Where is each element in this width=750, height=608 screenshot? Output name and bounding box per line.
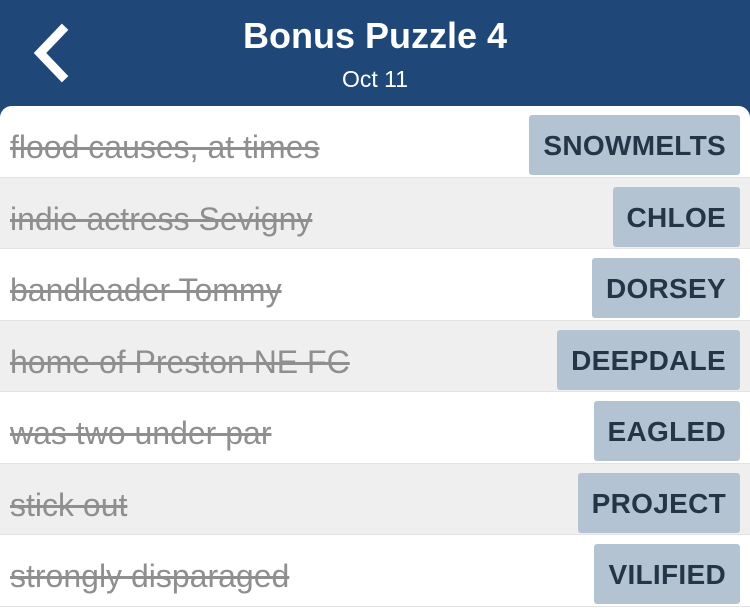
clue-row: indie actress Sevigny CHLOE (0, 177, 750, 249)
back-button[interactable] (22, 18, 82, 88)
answer-button[interactable]: DEEPDALE (557, 329, 740, 390)
answer-button[interactable]: CHLOE (612, 186, 740, 247)
clue-text: bandleader Tommy (10, 272, 282, 308)
clue-text: stick out (10, 486, 128, 523)
clue-row: home of Preston NE FC DEEPDALE (0, 320, 750, 392)
clue-text: indie actress Sevigny (10, 200, 313, 237)
page-title: Bonus Puzzle 4 (242, 15, 508, 56)
clue-row: stick out PROJECT (0, 463, 750, 535)
clue-row: strongly disparaged VILIFIED (0, 535, 750, 607)
answer-button[interactable]: PROJECT (577, 472, 740, 533)
clue-row: flood causes, at times SNOWMELTS (0, 106, 750, 178)
answer-button[interactable]: DORSEY (591, 258, 740, 318)
answer-button[interactable]: SNOWMELTS (529, 115, 740, 175)
clue-list: flood causes, at times SNOWMELTS indie a… (0, 106, 750, 608)
clue-text: was two under par (10, 415, 272, 451)
answer-button[interactable]: EAGLED (593, 401, 740, 461)
clue-text: flood causes, at times (10, 129, 320, 165)
answer-button[interactable]: VILIFIED (594, 544, 740, 604)
clue-text: strongly disparaged (10, 558, 290, 594)
clue-row: bandleader Tommy DORSEY (0, 249, 750, 321)
clue-row: was two under par EAGLED (0, 392, 750, 464)
chevron-left-icon (33, 23, 69, 83)
clue-text: home of Preston NE FC (10, 343, 350, 380)
header-bar: Bonus Puzzle 4 Oct 11 (0, 0, 750, 106)
puzzle-date: Oct 11 (341, 66, 409, 92)
